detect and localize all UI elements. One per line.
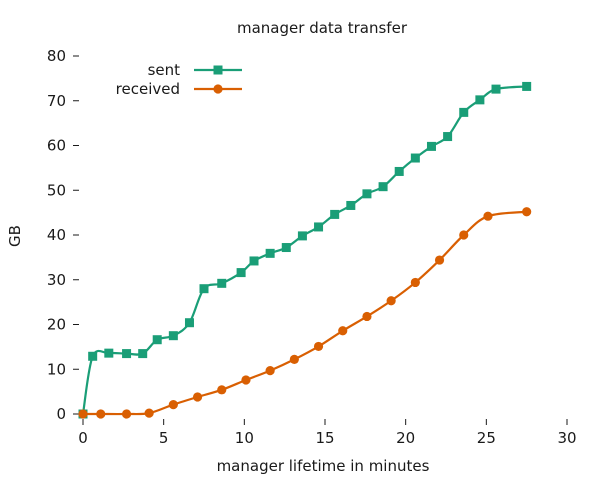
data-point-received [522,207,532,217]
data-point-received [144,408,154,418]
data-point-received [289,354,299,365]
data-point-sent [443,132,453,142]
x-tick-label: 20 [396,429,415,447]
data-point-sent [459,107,469,117]
data-point-sent [394,166,404,176]
data-point-received [362,311,372,322]
x-tick-label: 0 [78,429,88,447]
data-point-received [192,392,203,402]
legend-label: sent [148,61,181,79]
data-point-sent [88,351,98,361]
data-point-sent [152,335,162,345]
x-tick-label: 15 [315,429,334,447]
data-point-sent [297,231,307,241]
legend-label: received [116,80,180,98]
y-axis-label: GB [6,225,24,247]
data-point-sent [410,153,420,163]
data-point-sent [138,349,148,359]
data-point-received [217,385,227,395]
data-point-sent [426,141,436,151]
data-point-sent [265,248,275,258]
data-point-received [265,365,275,376]
x-tick-label: 10 [235,429,254,447]
data-point-received [434,255,445,265]
data-point-sent [236,268,246,278]
x-tick-label: 25 [477,429,496,447]
y-tick-label: 70 [47,92,66,110]
y-tick-label: 80 [47,47,66,65]
y-tick-label: 50 [47,181,66,199]
series-layer [78,81,532,419]
x-axis: 0 5 10 15 20 25 30 [78,419,577,447]
data-point-sent [168,331,178,341]
series-line-received [82,210,527,416]
data-point-received [241,375,251,385]
data-point-sent [199,284,209,294]
data-point-sent [249,256,259,266]
data-point-sent [346,200,356,210]
data-point-sent [217,278,227,288]
series-line-sent [81,85,527,415]
series-sent [78,81,532,419]
y-tick-label: 10 [47,360,66,378]
data-point-sent [104,348,114,358]
y-tick-label: 30 [47,271,66,289]
data-point-received [121,409,132,419]
data-point-received [96,409,106,419]
data-point-received [168,400,178,410]
data-point-received [459,230,469,240]
y-tick-label: 0 [56,405,66,423]
legend-item-received: received [116,80,242,98]
data-point-sent [184,318,194,328]
chart-title: manager data transfer [237,19,408,37]
x-tick-label: 30 [557,429,576,447]
data-point-sent [281,243,291,253]
x-axis-label: manager lifetime in minutes [217,457,430,475]
data-point-sent [378,182,388,192]
legend-item-sent: sent [148,61,242,79]
y-tick-label: 40 [47,226,66,244]
data-point-sent [475,95,485,105]
data-point-received [338,326,348,336]
data-point-sent [122,349,132,359]
data-point-sent [330,209,340,219]
x-tick-label: 5 [159,429,169,447]
legend-swatch-marker [213,84,223,94]
data-point-sent [314,222,324,232]
y-tick-label: 20 [47,316,66,334]
data-point-sent [491,84,501,94]
legend-swatch-marker [213,65,223,75]
data-point-received [78,409,88,419]
y-axis: 0 10 20 30 40 50 60 70 80 [47,47,79,423]
data-point-sent [362,189,372,199]
data-point-received [410,277,420,288]
data-point-received [386,296,396,306]
data-point-received [483,211,493,221]
series-received [78,207,532,419]
data-point-sent [522,81,532,91]
data-point-received [313,341,324,352]
y-tick-label: 60 [47,137,66,155]
